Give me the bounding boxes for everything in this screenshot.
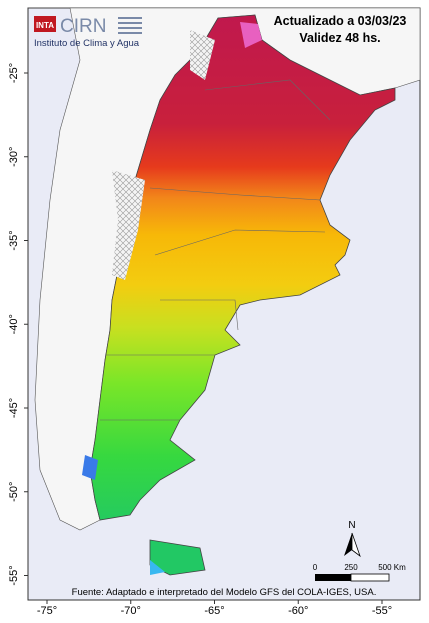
north-label: N xyxy=(348,520,355,531)
north-arrow xyxy=(351,532,361,558)
inta-logo xyxy=(34,16,56,32)
validity: Validez 48 hs. xyxy=(299,31,380,45)
lat-label: -30° xyxy=(8,147,20,167)
cirn-text: CIRN xyxy=(60,16,106,37)
andes-mask xyxy=(112,170,145,280)
update-date: Actualizado a 03/03/23 xyxy=(274,14,407,28)
province-borders xyxy=(100,79,331,421)
cold-spot xyxy=(82,455,98,480)
scale-bar xyxy=(350,573,390,582)
hot-spot xyxy=(240,22,262,48)
scale-bar xyxy=(315,574,351,581)
lat-label: -40° xyxy=(8,314,20,334)
north-arrow xyxy=(344,533,352,556)
scale-label: 250 xyxy=(344,563,358,572)
lon-label: -60° xyxy=(288,605,308,617)
lat-label: -25° xyxy=(8,63,20,83)
scale-label: 0 xyxy=(313,563,318,572)
lat-label: -45° xyxy=(8,398,20,418)
andes-mask xyxy=(190,30,215,80)
scale-label: 500 Km xyxy=(378,563,406,572)
lon-label: -70° xyxy=(121,605,141,617)
lat-label: -55° xyxy=(8,565,20,585)
inta-text: INTA xyxy=(36,21,54,30)
lat-label: -35° xyxy=(8,230,20,250)
source-note: Fuente: Adaptado e interpretado del Mode… xyxy=(72,587,377,598)
cold-spot xyxy=(150,560,165,575)
logo-subtitle: Instituto de Clima y Agua xyxy=(34,38,140,49)
lon-label: -55° xyxy=(372,605,392,617)
lat-label: -50° xyxy=(8,482,20,502)
lon-label: -75° xyxy=(37,605,57,617)
lon-label: -65° xyxy=(204,605,224,617)
logo-waves xyxy=(118,17,142,34)
